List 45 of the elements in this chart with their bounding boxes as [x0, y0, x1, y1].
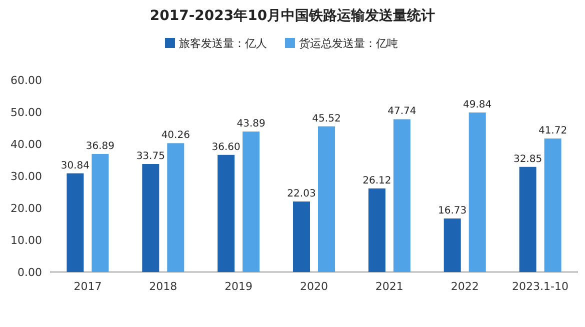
bar — [468, 112, 486, 272]
x-tick-label: 2017 — [74, 280, 102, 293]
bar — [92, 154, 109, 272]
data-label: 49.84 — [463, 100, 492, 111]
bar — [242, 132, 260, 272]
data-label: 36.60 — [212, 142, 240, 153]
bar — [318, 126, 335, 272]
data-label: 41.72 — [538, 125, 568, 136]
y-tick-label: 30.00 — [10, 170, 42, 183]
bar — [444, 218, 461, 272]
chart-title: 2017-2023年10月中国铁路运输发送量统计 — [150, 7, 436, 24]
data-label: 32.85 — [513, 154, 542, 165]
data-label: 16.73 — [438, 205, 467, 216]
data-label: 45.52 — [312, 113, 341, 124]
y-tick-label: 40.00 — [10, 138, 42, 151]
bar — [167, 143, 184, 272]
x-tick-label: 2021 — [375, 280, 404, 293]
data-label: 30.84 — [60, 160, 90, 172]
bar — [544, 138, 562, 272]
y-tick-label: 50.00 — [10, 106, 42, 119]
y-tick-label: 20.00 — [10, 202, 42, 215]
data-label: 26.12 — [362, 175, 392, 186]
x-tick-label: 2023.1-10 — [512, 280, 569, 293]
y-tick-label: 0.00 — [18, 266, 42, 279]
data-label: 36.89 — [86, 140, 115, 152]
x-tick-label: 2020 — [300, 280, 328, 293]
data-label: 40.26 — [161, 130, 190, 142]
bar — [393, 119, 410, 272]
x-tick-label: 2022 — [450, 280, 479, 293]
y-tick-label: 10.00 — [10, 234, 42, 247]
x-tick-label: 2018 — [149, 280, 178, 293]
x-tick-label: 2019 — [224, 280, 253, 293]
bar — [218, 154, 235, 272]
data-label: 47.74 — [388, 106, 416, 118]
bar — [519, 166, 536, 272]
legend-label: 旅客发送量：亿人 — [179, 37, 267, 50]
data-label: 43.89 — [236, 118, 266, 130]
y-tick-label: 60.00 — [10, 74, 42, 87]
data-label: 22.03 — [287, 188, 316, 200]
legend-label: 货运总发送量：亿吨 — [299, 37, 398, 50]
bar — [66, 173, 84, 272]
bar — [368, 188, 386, 272]
bar — [142, 164, 160, 272]
data-label: 33.75 — [136, 151, 165, 162]
bar — [293, 202, 310, 272]
